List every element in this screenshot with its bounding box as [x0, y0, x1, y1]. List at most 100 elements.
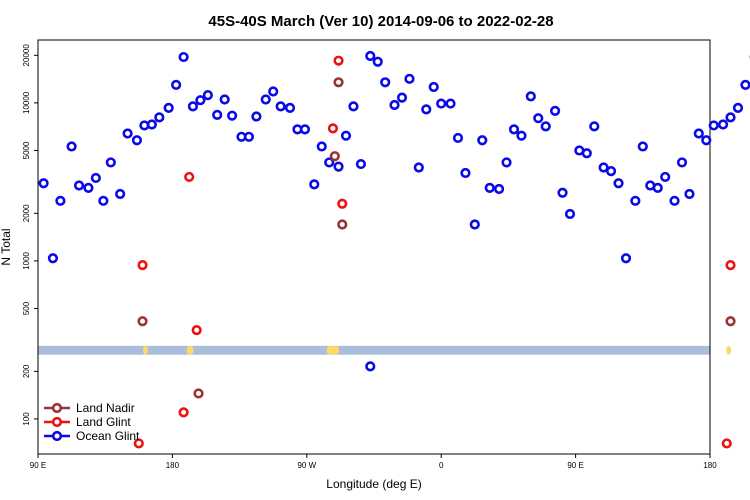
ocean-glint-point [154, 112, 165, 123]
ocean-glint-point [212, 109, 223, 120]
ocean-glint-point [73, 180, 85, 191]
ocean-glint-point [581, 148, 592, 159]
ocean-glint-point [309, 179, 320, 190]
ocean-glint-point [187, 101, 199, 112]
ocean-glint-point [243, 131, 255, 142]
ocean-glint-point [260, 94, 271, 105]
ocean-glint-point [549, 105, 561, 116]
land-nadir-point [333, 77, 344, 88]
x-tick-label: 90 E [567, 461, 583, 470]
ocean-glint-point [484, 182, 495, 193]
ocean-glint-point [195, 95, 206, 106]
plot-frame [37, 39, 711, 455]
land-nadir-point [193, 388, 204, 399]
y-tick-label: 500 [22, 301, 31, 315]
ocean-glint-point [66, 141, 77, 152]
ocean-glint-point [684, 188, 695, 200]
ocean-glint-point [163, 102, 174, 113]
ocean-glint-point [333, 161, 344, 172]
ocean-glint-point [413, 162, 424, 173]
ocean-glint-point [146, 119, 157, 130]
y-axis-label: N Total [0, 228, 13, 265]
ocean-glint-point [316, 141, 327, 152]
ocean-glint-point [299, 124, 311, 135]
ocean-glint-point [372, 56, 383, 67]
ocean-glint-point [404, 73, 415, 84]
ocean-glint-point [693, 128, 704, 139]
x-tick-label: 0 [439, 461, 444, 470]
ocean-glint-point [348, 101, 359, 112]
land-glint-point [178, 407, 189, 418]
ocean-glint-point [652, 182, 663, 193]
ocean-glint-point [365, 50, 376, 62]
y-tick-label: 2000 [22, 204, 31, 222]
ocean-glint-point [533, 113, 544, 124]
flag-band-marker [726, 345, 732, 355]
land-glint-point [191, 324, 202, 336]
ocean-glint-point [421, 104, 432, 115]
ocean-glint-point [525, 91, 536, 102]
ocean-glint-point [389, 99, 400, 111]
y-tick-label: 100 [22, 412, 31, 426]
ocean-glint-point [460, 167, 471, 179]
ocean-glint-point [516, 130, 527, 141]
land-glint-point [184, 171, 195, 183]
ocean-glint-point [115, 188, 126, 200]
ocean-glint-point [251, 111, 262, 122]
ocean-glint-point [620, 253, 632, 264]
x-tick-label: 180 [166, 461, 180, 470]
flag-band [38, 345, 732, 355]
land-nadir-point [725, 316, 736, 327]
legend-label-land-nadir: Land Nadir [76, 401, 135, 415]
land-glint-point [721, 438, 732, 449]
flag-band-marker [330, 345, 336, 355]
ocean-glint-point [445, 98, 456, 109]
ocean-glint-point [493, 183, 505, 195]
ocean-glint-point [452, 132, 464, 144]
ocean-glint-point [598, 162, 609, 173]
x-tick-label: 180 [703, 461, 717, 470]
ocean-glint-point [477, 135, 488, 146]
legend-label-ocean-glint: Ocean Glint [76, 429, 140, 443]
ocean-glint-point [564, 208, 576, 220]
land-glint-point [133, 438, 144, 449]
ocean-glint-point [365, 361, 376, 372]
land-nadir-point [137, 316, 148, 327]
ocean-glint-point [38, 178, 49, 189]
ocean-glint-point [122, 128, 133, 139]
ocean-glint-point [340, 130, 352, 141]
ocean-glint-point [501, 157, 512, 168]
flag-band-marker [334, 345, 340, 355]
ocean-glint-point [676, 157, 688, 168]
ocean-glint-point [380, 77, 391, 88]
x-tick-label: 90 E [30, 461, 46, 470]
land-glint-point [337, 198, 348, 209]
flag-band-rect [38, 345, 710, 355]
ocean-glint-point [660, 171, 671, 183]
ocean-glint-point [284, 102, 296, 113]
flag-band-marker [142, 345, 148, 355]
legend-marker-land-nadir [51, 402, 63, 414]
y-tick-label: 5000 [22, 141, 31, 159]
ocean-glint-point [589, 121, 600, 132]
ocean-glint-point [98, 195, 109, 206]
ocean-glint-point [324, 157, 335, 168]
ocean-glint-point [669, 195, 680, 206]
legend-label-land-glint: Land Glint [76, 415, 131, 429]
land-nadir-point [329, 151, 340, 162]
ocean-glint-point [540, 121, 551, 132]
ocean-glint-point [717, 119, 729, 130]
ocean-glint-point [508, 124, 520, 135]
ocean-glint-point [605, 166, 617, 177]
ocean-glint-point [396, 92, 408, 103]
y-tick-label: 20000 [22, 44, 31, 67]
ocean-glint-point [613, 178, 624, 189]
data-points [38, 50, 750, 449]
ocean-glint-point [701, 135, 712, 146]
ocean-glint-point [275, 101, 286, 112]
ocean-glint-point [178, 51, 189, 63]
ocean-glint-point [740, 79, 750, 90]
ocean-glint-point [708, 120, 719, 131]
x-axis-label: Longitude (deg E) [326, 477, 421, 491]
